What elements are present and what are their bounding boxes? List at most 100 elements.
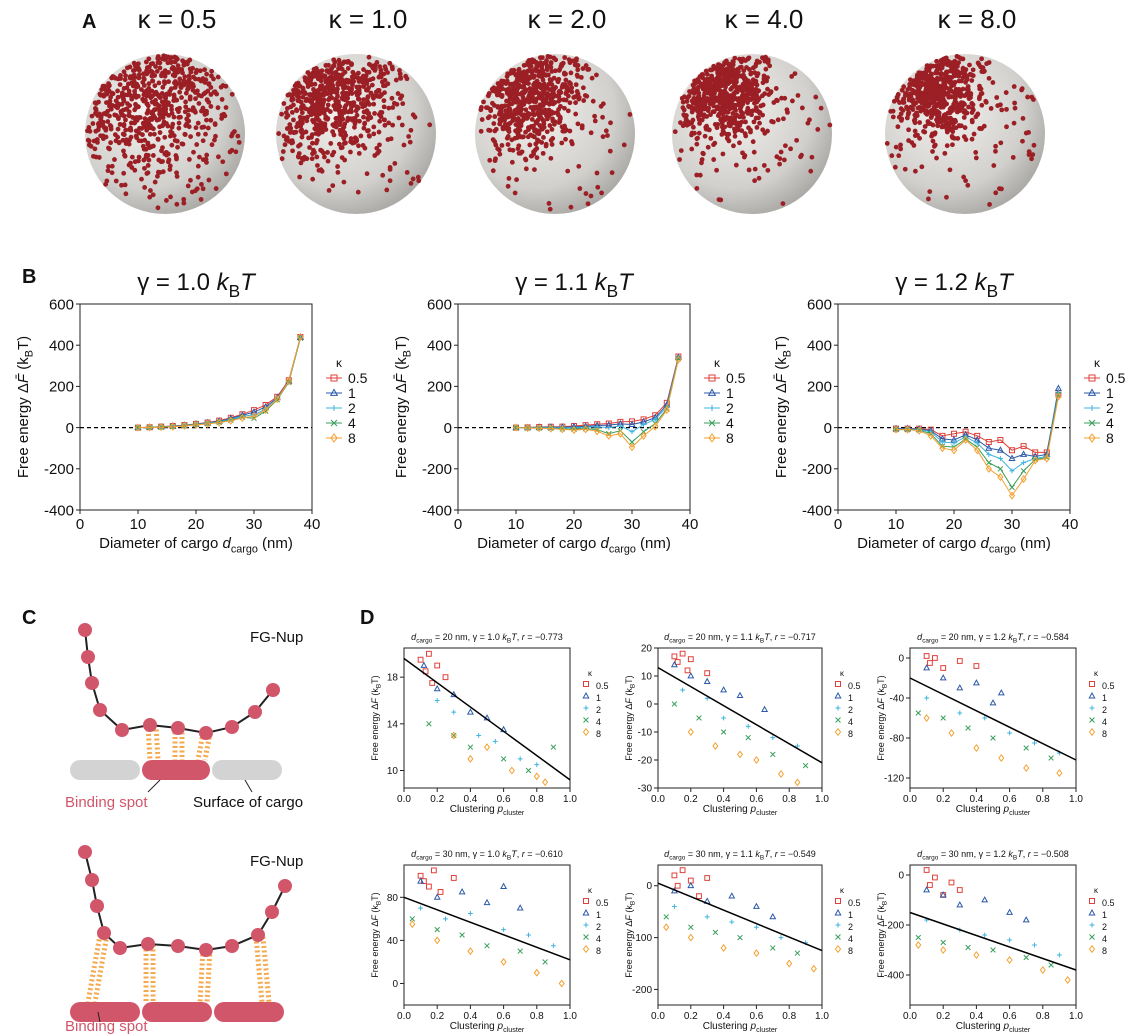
sphere-dot	[726, 100, 731, 105]
sphere-dot	[971, 67, 976, 72]
sphere-dot	[941, 105, 946, 110]
fit-line	[910, 913, 1076, 971]
sphere-dot	[405, 76, 410, 81]
data-point	[630, 429, 635, 434]
sphere-dot	[746, 56, 751, 61]
y-axis-label: Free energy ΔF (kBT)	[370, 892, 383, 977]
sphere-dot	[515, 111, 520, 116]
legend-title: κ	[840, 669, 845, 678]
legend-marker	[835, 693, 841, 698]
sphere-dot	[910, 91, 915, 96]
sphere-dot	[386, 106, 391, 111]
data-point	[974, 680, 979, 685]
data-point	[966, 945, 971, 950]
sphere-dot	[678, 120, 683, 125]
sphere-dot	[729, 71, 734, 76]
sphere-dot	[149, 62, 154, 67]
legend-label: 2	[596, 922, 601, 932]
sphere-dot	[574, 82, 579, 87]
sphere-dot	[300, 135, 305, 140]
data-point	[957, 711, 962, 716]
data-point	[770, 914, 775, 919]
y-tick-label: -20	[638, 756, 653, 767]
sphere-dot	[974, 156, 979, 161]
sphere-dot	[304, 130, 309, 135]
sphere-dot	[224, 84, 229, 89]
data-point	[688, 657, 693, 662]
sphere-dot	[371, 76, 376, 81]
sphere-dot	[348, 88, 353, 93]
legend-title: κ	[1094, 669, 1099, 678]
sphere-dot	[361, 115, 366, 120]
sphere-dot	[513, 93, 518, 98]
sphere-label: κ = 4.0	[725, 4, 804, 34]
sphere-dot	[940, 65, 945, 70]
sphere-dot	[385, 70, 390, 75]
sphere-dot	[691, 88, 696, 93]
sphere-dot	[402, 143, 407, 148]
y-tick-label: -30	[638, 784, 653, 795]
sphere-dot	[955, 69, 960, 74]
sphere-dot	[534, 88, 539, 93]
legend-label: 2	[1102, 922, 1107, 932]
sphere-dot	[898, 147, 903, 152]
x-tick-label: 0.2	[936, 794, 950, 805]
sphere-dot	[327, 83, 332, 88]
text-part: cargo	[669, 855, 686, 862]
legend-marker	[709, 389, 716, 395]
sphere-dot	[328, 109, 333, 114]
sphere-dot	[891, 109, 896, 114]
sphere-dot	[333, 123, 338, 128]
x-tick-label: 40	[682, 516, 699, 533]
sphere-dot	[144, 94, 149, 99]
sphere-dot	[527, 60, 532, 65]
sphere-dot	[497, 112, 502, 117]
text-part: (k	[370, 905, 380, 915]
text-part: Free energy Δ	[370, 704, 380, 761]
data-point	[672, 904, 677, 909]
sphere-dot	[541, 78, 546, 83]
legend-label: 0.5	[1102, 681, 1115, 691]
data-point	[705, 679, 710, 684]
sphere-dot	[510, 82, 515, 87]
sphere-dot	[174, 155, 179, 160]
sphere-dot	[331, 150, 336, 155]
sphere-dot	[690, 131, 695, 136]
sphere-dot	[989, 106, 994, 111]
sphere-dot	[340, 155, 345, 160]
sphere-dot	[970, 118, 975, 123]
sphere-dot	[517, 122, 522, 127]
sphere-dot	[214, 186, 219, 191]
sphere-dot	[747, 67, 752, 72]
sphere-dot	[711, 157, 716, 162]
sphere-dot	[532, 68, 537, 73]
legend-label: 0.5	[848, 681, 861, 691]
data-point	[982, 897, 987, 902]
sphere-dot	[800, 106, 805, 111]
x-axis-label: Diameter of cargo dcargo (nm)	[477, 535, 671, 556]
data-point	[534, 970, 539, 976]
x-tick-label: 0.2	[936, 1011, 950, 1022]
text-part: γ = 1.0	[137, 269, 216, 296]
sphere-dot	[178, 84, 183, 89]
x-tick-label: 40	[304, 516, 321, 533]
sphere-dot	[728, 66, 733, 71]
sphere-dot	[132, 68, 137, 73]
data-point	[924, 696, 929, 701]
data-point	[738, 935, 743, 940]
sphere-dot	[302, 90, 307, 95]
sphere-dot	[959, 100, 964, 105]
sphere-dot	[716, 64, 721, 69]
legend-label: 1	[596, 693, 601, 703]
sphere-dot	[382, 104, 387, 109]
data-point	[999, 690, 1004, 695]
legend-label: 8	[1106, 430, 1114, 446]
y-axis-label: Free energy ΔF̄ (kBT)	[393, 336, 414, 478]
sphere-dot	[341, 135, 346, 140]
chart: 0.00.20.40.60.81.0101418κ0.51248	[387, 648, 609, 805]
y-tick-label: 0	[392, 979, 398, 990]
data-point	[493, 739, 498, 744]
panel-label: A	[82, 11, 96, 33]
sphere-dot	[556, 79, 561, 84]
sphere-dot	[390, 96, 395, 101]
